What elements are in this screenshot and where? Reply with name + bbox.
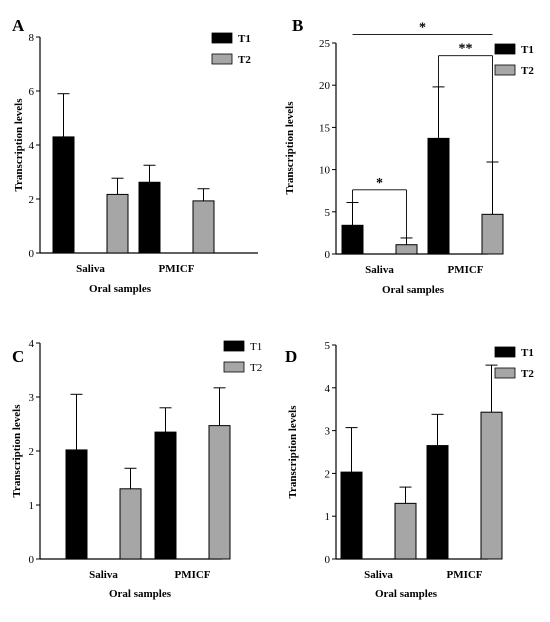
legend-entry: T2 bbox=[521, 368, 534, 380]
y-tick-label: 2 bbox=[29, 446, 35, 458]
y-tick-label: 20 bbox=[319, 80, 331, 92]
y-tick-label: 25 bbox=[319, 38, 331, 50]
y-tick-label: 6 bbox=[29, 86, 35, 98]
x-tick-label: Saliva bbox=[76, 263, 105, 275]
bar bbox=[119, 488, 142, 560]
y-tick-label: 3 bbox=[325, 426, 331, 438]
x-tick-label: PMICF bbox=[158, 263, 194, 275]
y-tick-label: 10 bbox=[319, 165, 331, 177]
bar bbox=[427, 137, 450, 255]
y-tick-label: 4 bbox=[325, 383, 331, 395]
bar bbox=[192, 200, 215, 254]
panel-letter: C bbox=[12, 347, 24, 366]
legend-swatch bbox=[211, 32, 233, 44]
y-axis-title: Transcription levels bbox=[11, 404, 23, 498]
legend-entry: T2 bbox=[250, 362, 262, 374]
y-tick-label: 1 bbox=[29, 500, 35, 512]
y-tick-label: 0 bbox=[29, 554, 35, 566]
legend-entry: T2 bbox=[238, 54, 251, 66]
y-tick-label: 4 bbox=[29, 140, 35, 152]
legend-entry: T1 bbox=[521, 347, 534, 359]
y-tick-label: 5 bbox=[325, 340, 331, 352]
bar bbox=[138, 181, 161, 254]
legend-entry: T2 bbox=[521, 65, 534, 77]
bar bbox=[154, 431, 177, 560]
y-tick-label: 5 bbox=[325, 207, 331, 219]
y-tick-label: 4 bbox=[29, 338, 35, 350]
bar bbox=[52, 136, 75, 254]
chart-panel-a: A 0 2 4 6 8 Saliva PMICF Oral samples Transcripti… bbox=[12, 16, 258, 295]
x-axis-title: Oral samples bbox=[89, 283, 152, 295]
significance-label: * bbox=[376, 176, 383, 191]
y-tick-label: 2 bbox=[29, 194, 35, 206]
significance-label: * bbox=[419, 21, 426, 36]
bar bbox=[106, 193, 129, 254]
panel-letter: A bbox=[12, 16, 25, 35]
x-axis-title: Oral samples bbox=[375, 588, 438, 600]
legend-swatch bbox=[494, 367, 516, 379]
significance-label: ** bbox=[459, 42, 473, 57]
legend-swatch bbox=[494, 43, 516, 55]
bar bbox=[480, 411, 503, 560]
y-tick-label: 15 bbox=[319, 122, 331, 134]
legend-swatch bbox=[211, 53, 233, 65]
y-tick-label: 3 bbox=[29, 392, 35, 404]
bar bbox=[395, 244, 418, 255]
x-axis-title: Oral samples bbox=[382, 284, 445, 296]
x-tick-label: Saliva bbox=[89, 569, 118, 581]
x-tick-label: Saliva bbox=[364, 569, 393, 581]
x-tick-label: Saliva bbox=[365, 264, 394, 276]
y-axis-title: Transcription levels bbox=[287, 405, 299, 499]
y-tick-label: 1 bbox=[325, 511, 331, 523]
chart-panel-d: D 0 1 2 3 4 5 Saliva PMICF Oral samples Transcript… bbox=[285, 340, 534, 600]
legend-swatch bbox=[494, 346, 516, 358]
bar bbox=[481, 213, 504, 255]
legend-swatch bbox=[494, 64, 516, 76]
y-axis-title: Transcription levels bbox=[13, 98, 25, 192]
y-tick-label: 0 bbox=[325, 249, 331, 261]
panel-letter: D bbox=[285, 347, 297, 366]
x-tick-label: PMICF bbox=[447, 264, 483, 276]
y-tick-label: 0 bbox=[325, 554, 331, 566]
y-tick-label: 8 bbox=[29, 32, 35, 44]
bar bbox=[394, 502, 417, 560]
panel-letter: B bbox=[292, 16, 303, 35]
bar bbox=[426, 445, 449, 560]
y-axis-title: Transcription levels bbox=[284, 101, 296, 195]
legend-swatch bbox=[223, 361, 245, 373]
x-tick-label: PMICF bbox=[446, 569, 482, 581]
y-tick-label: 0 bbox=[29, 248, 35, 260]
x-axis-title: Oral samples bbox=[109, 588, 172, 600]
bar bbox=[341, 224, 364, 255]
bar bbox=[65, 449, 88, 560]
x-tick-label: PMICF bbox=[174, 569, 210, 581]
bar bbox=[340, 471, 363, 560]
legend-swatch bbox=[223, 340, 245, 352]
legend-entry: T1 bbox=[250, 341, 262, 353]
y-tick-label: 2 bbox=[325, 468, 331, 480]
legend-entry: T1 bbox=[238, 33, 251, 45]
bar bbox=[208, 425, 231, 560]
legend-entry: T1 bbox=[521, 44, 534, 56]
